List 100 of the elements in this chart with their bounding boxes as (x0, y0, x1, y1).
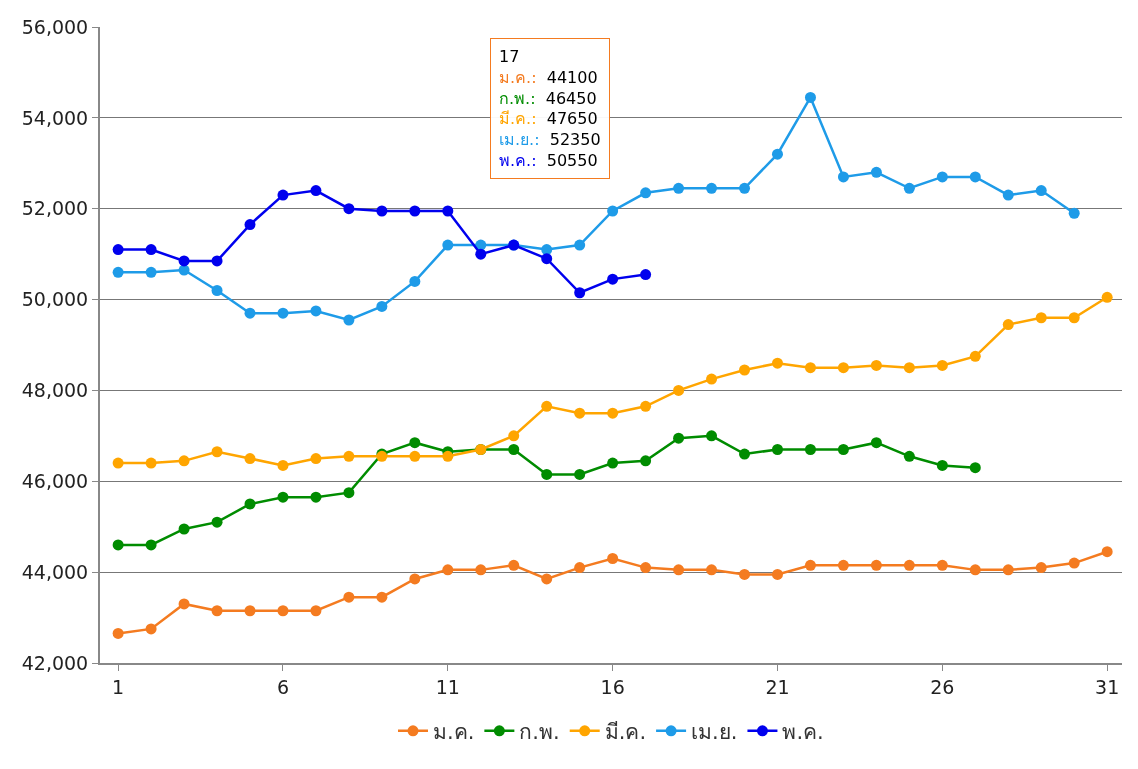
point (870, 359, 882, 371)
point (310, 491, 322, 503)
point (112, 539, 124, 551)
annotation: พ.ค.: 50550 (499, 151, 598, 170)
point (1068, 557, 1080, 569)
legend-label: ม.ค. (433, 720, 475, 745)
point (145, 623, 157, 635)
point (211, 446, 223, 458)
point (771, 443, 783, 455)
point (640, 400, 652, 412)
point (211, 284, 223, 296)
point (541, 244, 553, 256)
point (673, 564, 685, 576)
point (574, 287, 586, 299)
point (277, 605, 289, 617)
point (343, 203, 355, 215)
point (376, 300, 388, 312)
point (706, 430, 718, 442)
point (442, 205, 454, 217)
point (310, 305, 322, 317)
point (673, 384, 685, 396)
point (343, 450, 355, 462)
point (475, 564, 487, 576)
point (673, 432, 685, 444)
point (607, 553, 619, 565)
legend-label: เม.ย. (691, 720, 738, 745)
point (804, 362, 816, 374)
point (739, 182, 751, 194)
point (145, 457, 157, 469)
point (706, 564, 718, 576)
point (870, 166, 882, 178)
point (343, 314, 355, 326)
point (541, 253, 553, 265)
point (310, 605, 322, 617)
legend-label: มี.ค. (604, 720, 647, 745)
point (112, 457, 124, 469)
point (739, 448, 751, 460)
point (442, 564, 454, 576)
point (870, 559, 882, 571)
point (541, 400, 553, 412)
point (442, 450, 454, 462)
point (211, 516, 223, 528)
point (1068, 207, 1080, 219)
legend-label: ก.พ. (519, 720, 560, 745)
point (804, 559, 816, 571)
point (903, 450, 915, 462)
point (178, 598, 190, 610)
point (541, 468, 553, 480)
point (607, 457, 619, 469)
point (1002, 564, 1014, 576)
point (1002, 319, 1014, 331)
point (837, 362, 849, 374)
x-tick-label: 1 (112, 675, 125, 698)
x-tick-label: 26 (930, 675, 955, 698)
annotation: เม.ย.: 52350 (499, 130, 601, 150)
point (343, 487, 355, 499)
point (1035, 312, 1047, 324)
point (936, 459, 948, 471)
point (673, 182, 685, 194)
point (640, 455, 652, 467)
point (771, 568, 783, 580)
point (376, 591, 388, 603)
point (475, 248, 487, 260)
y-tick-label: 44,000 (21, 560, 89, 583)
point (870, 437, 882, 449)
point (112, 244, 124, 256)
x-tick-label: 6 (276, 675, 290, 698)
point (804, 443, 816, 455)
point (376, 205, 388, 217)
point (409, 450, 421, 462)
point (739, 364, 751, 376)
point (903, 559, 915, 571)
point (277, 189, 289, 201)
point (969, 564, 981, 576)
x-tick-label: 16 (600, 675, 625, 698)
point (343, 591, 355, 603)
point (640, 269, 652, 281)
point (574, 407, 586, 419)
point (640, 562, 652, 574)
annotation: มี.ค.: 47650 (499, 109, 598, 129)
y-tick-label: 48,000 (21, 379, 89, 402)
point (837, 559, 849, 571)
x-tick-label: 11 (435, 675, 460, 698)
point (739, 568, 751, 580)
y-tick-label: 42,000 (21, 651, 89, 674)
point (409, 275, 421, 287)
point (1068, 312, 1080, 324)
point (409, 573, 421, 585)
point (969, 350, 981, 362)
point (607, 407, 619, 419)
point (706, 182, 718, 194)
point (508, 559, 520, 571)
point (574, 562, 586, 574)
point (969, 171, 981, 183)
point (310, 453, 322, 465)
point (145, 266, 157, 278)
annotation: ม.ค.: 44100 (499, 67, 598, 87)
point (1035, 562, 1047, 574)
point (1101, 546, 1113, 558)
point (145, 244, 157, 256)
